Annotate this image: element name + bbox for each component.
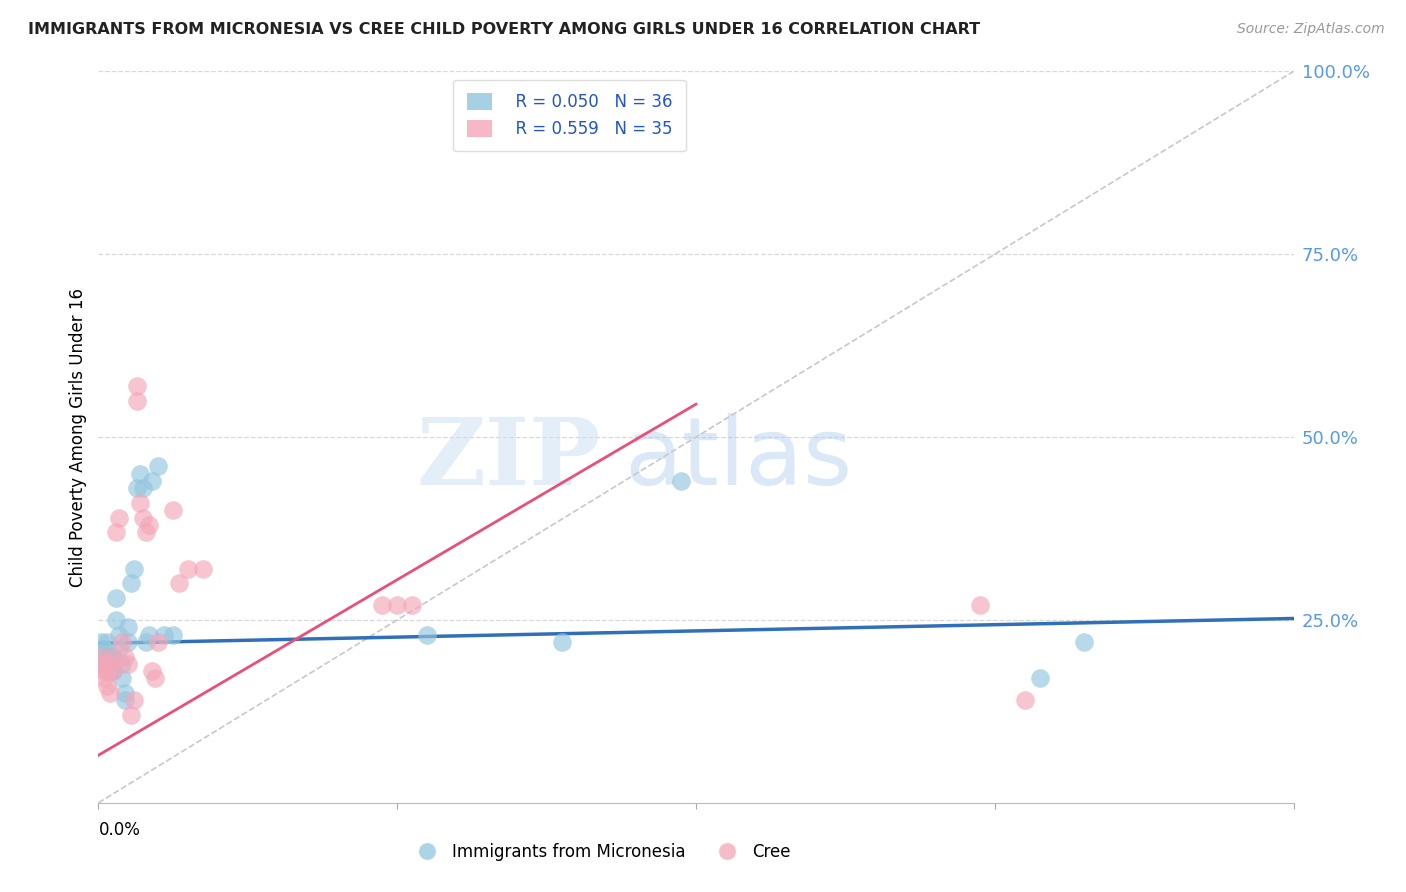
Point [108, 642, 131, 657]
Point [96, 664, 118, 678]
Point [100, 657, 122, 671]
Text: atlas: atlas [624, 413, 852, 505]
Point [96, 649, 118, 664]
Point [135, 635, 157, 649]
Point [114, 686, 136, 700]
Point [1028, 672, 1050, 686]
Point [103, 664, 125, 678]
Point [108, 627, 131, 641]
Point [141, 664, 163, 678]
Y-axis label: Child Poverty Among Girls Under 16: Child Poverty Among Girls Under 16 [69, 287, 87, 587]
Point [117, 635, 139, 649]
Point [1014, 693, 1036, 707]
Point [103, 649, 125, 664]
Point [90, 649, 112, 664]
Point [127, 393, 149, 408]
Point [669, 474, 692, 488]
Point [120, 708, 142, 723]
Point [105, 591, 128, 605]
Point [132, 510, 155, 524]
Point [93, 664, 115, 678]
Point [103, 664, 125, 678]
Point [401, 599, 423, 613]
Point [100, 686, 122, 700]
Point [141, 474, 163, 488]
Point [135, 525, 157, 540]
Point [138, 627, 160, 641]
Point [114, 649, 136, 664]
Point [124, 693, 146, 707]
Point [117, 657, 139, 671]
Point [127, 379, 149, 393]
Point [177, 562, 200, 576]
Point [90, 649, 112, 664]
Point [162, 627, 184, 641]
Point [93, 657, 115, 671]
Point [90, 657, 112, 671]
Point [100, 664, 122, 678]
Point [138, 517, 160, 532]
Point [129, 496, 152, 510]
Point [93, 672, 115, 686]
Point [1073, 635, 1095, 649]
Point [111, 672, 134, 686]
Point [153, 627, 176, 641]
Point [371, 599, 394, 613]
Point [969, 599, 991, 613]
Point [148, 635, 170, 649]
Text: Source: ZipAtlas.com: Source: ZipAtlas.com [1237, 22, 1385, 37]
Point [111, 657, 134, 671]
Point [111, 635, 134, 649]
Point [100, 649, 122, 664]
Text: ZIP: ZIP [416, 414, 600, 504]
Point [117, 620, 139, 634]
Point [167, 576, 190, 591]
Point [114, 693, 136, 707]
Point [191, 562, 214, 576]
Text: IMMIGRANTS FROM MICRONESIA VS CREE CHILD POVERTY AMONG GIRLS UNDER 16 CORRELATIO: IMMIGRANTS FROM MICRONESIA VS CREE CHILD… [28, 22, 980, 37]
Point [96, 635, 118, 649]
Point [129, 467, 152, 481]
Point [105, 613, 128, 627]
Point [143, 672, 166, 686]
Point [108, 510, 131, 524]
Point [127, 481, 149, 495]
Point [162, 503, 184, 517]
Point [93, 642, 115, 657]
Point [416, 627, 439, 641]
Point [385, 599, 409, 613]
Text: 0.0%: 0.0% [98, 821, 141, 839]
Point [103, 649, 125, 664]
Point [120, 576, 142, 591]
Point [90, 635, 112, 649]
Point [132, 481, 155, 495]
Point [550, 635, 572, 649]
Point [105, 525, 128, 540]
Point [148, 459, 170, 474]
Legend: Immigrants from Micronesia, Cree: Immigrants from Micronesia, Cree [404, 837, 797, 868]
Point [124, 562, 146, 576]
Point [96, 679, 118, 693]
